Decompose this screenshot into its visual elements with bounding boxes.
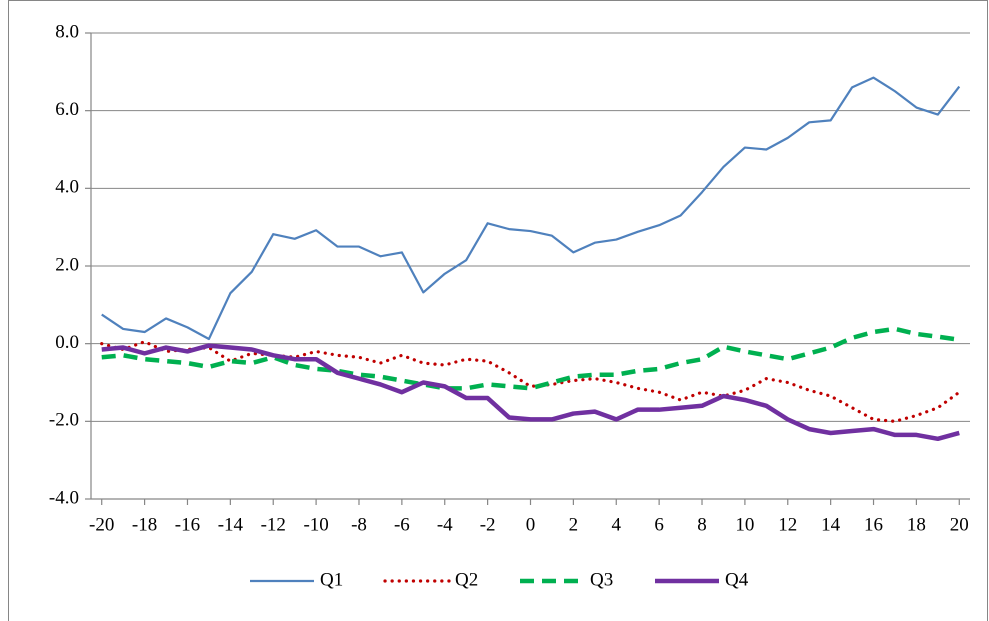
x-tick-label: 6 [654, 514, 664, 535]
legend-label: Q4 [725, 569, 749, 590]
y-tick-label: 2.0 [55, 254, 79, 275]
y-tick-label: 6.0 [55, 99, 79, 120]
y-tick-label: 0.0 [55, 332, 79, 353]
y-tick-label: -4.0 [49, 487, 79, 508]
x-tick-label: -6 [394, 514, 410, 535]
x-tick-label: -2 [480, 514, 496, 535]
x-tick-label: -12 [261, 514, 286, 535]
series-line [101, 76, 961, 341]
series-line [101, 343, 960, 442]
x-tick-label: 12 [778, 514, 797, 535]
series-line [101, 326, 960, 391]
x-tick-label: -18 [132, 514, 157, 535]
x-tick-label: 14 [821, 514, 841, 535]
legend-label: Q3 [590, 569, 613, 590]
x-tick-label: -4 [437, 514, 453, 535]
x-tick-label: 20 [950, 514, 969, 535]
legend-label: Q1 [320, 569, 343, 590]
x-tick-label: 8 [697, 514, 707, 535]
y-tick-label: 8.0 [55, 21, 79, 42]
legend-label: Q2 [455, 569, 478, 590]
x-tick-label: -20 [89, 514, 114, 535]
x-tick-label: 18 [907, 514, 926, 535]
x-tick-label: -16 [175, 514, 200, 535]
x-tick-label: -14 [218, 514, 244, 535]
x-tick-label: 10 [735, 514, 754, 535]
y-tick-label: 4.0 [55, 177, 79, 198]
x-tick-label: 0 [526, 514, 536, 535]
x-tick-label: -8 [351, 514, 367, 535]
x-tick-label: 4 [612, 514, 622, 535]
x-tick-label: 2 [569, 514, 579, 535]
y-tick-label: -2.0 [49, 410, 79, 431]
chart-frame [8, 0, 988, 621]
x-tick-label: 16 [864, 514, 883, 535]
x-tick-label: -10 [303, 514, 328, 535]
